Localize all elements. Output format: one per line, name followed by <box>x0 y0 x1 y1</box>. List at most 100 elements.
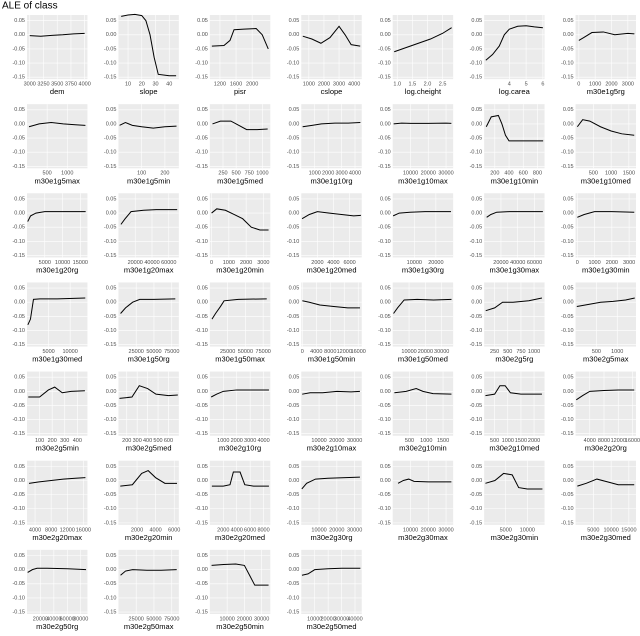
y-tick-label: 0.05 <box>563 375 574 381</box>
y-tick-label: 0.05 <box>289 107 300 113</box>
panel-background <box>301 371 362 436</box>
y-tick-label: 0.05 <box>14 553 25 559</box>
y-tick-label: 0.00 <box>471 32 482 38</box>
panel-background <box>484 371 545 436</box>
panel-background <box>484 104 545 169</box>
y-tick-label: -0.10 <box>378 239 391 245</box>
x-tick-label: 30000 <box>334 616 349 622</box>
y-tick-label: -0.15 <box>12 75 25 81</box>
y-tick-label: -0.15 <box>470 520 483 526</box>
y-tick-label: -0.15 <box>470 431 483 437</box>
x-tick-label: 800 <box>533 171 542 177</box>
x-tick-label: 4 <box>508 82 511 88</box>
y-tick-label: -0.15 <box>378 431 391 437</box>
x-tick-label: 750 <box>516 349 525 355</box>
y-tick-label: -0.10 <box>378 328 391 334</box>
x-tick-label: 4000 <box>584 438 596 444</box>
x-tick-label: 250 <box>218 171 227 177</box>
y-tick-label: -0.05 <box>378 225 391 231</box>
x-tick-label: 4000 <box>348 82 360 88</box>
ale-line <box>485 25 543 61</box>
y-tick-label: -0.10 <box>561 150 574 156</box>
x-tick-label: 20000 <box>421 527 436 533</box>
y-tick-label: -0.05 <box>287 314 300 320</box>
y-tick-label: -0.05 <box>561 492 574 498</box>
x-tick-label: 3000 <box>623 260 635 266</box>
y-tick-label: -0.05 <box>470 136 483 142</box>
y-tick-label: -0.15 <box>195 431 208 437</box>
x-tick-label: 4000 <box>149 527 161 533</box>
y-tick-label: 0.00 <box>563 389 574 395</box>
y-tick-label: 0.05 <box>106 107 117 113</box>
x-axis-label: m30e1g5max <box>34 176 80 185</box>
x-axis-label: m30e1g10max <box>398 176 448 185</box>
y-tick-label: -0.10 <box>12 60 25 66</box>
x-tick-label: 75000 <box>164 616 179 622</box>
x-tick-label: 15000 <box>73 260 88 266</box>
x-tick-label: 5 <box>525 82 528 88</box>
y-tick-label: -0.15 <box>470 253 483 259</box>
panel-background <box>392 193 454 258</box>
x-tick-label: 60000 <box>161 260 176 266</box>
y-tick-label: 0.05 <box>471 375 482 381</box>
y-tick-label: -0.10 <box>104 239 117 245</box>
x-axis-label: m30e2g30max <box>398 533 448 542</box>
y-tick-label: -0.05 <box>12 314 25 320</box>
x-axis-label: m30e1g50rg <box>128 355 170 364</box>
y-tick-label: 0.05 <box>471 18 482 24</box>
y-tick-label: 0.00 <box>14 478 25 484</box>
y-tick-label: 0.05 <box>197 286 208 292</box>
x-axis-label: m30e2g30med <box>581 533 631 542</box>
panel-background <box>575 282 636 347</box>
x-tick-label: 4000 <box>310 349 322 355</box>
y-tick-label: -0.10 <box>195 60 208 66</box>
panel-background <box>392 15 454 80</box>
y-tick-label: -0.05 <box>195 403 208 409</box>
y-tick-label: -0.05 <box>195 46 208 52</box>
x-tick-label: 20000 <box>33 616 48 622</box>
x-tick-label: 20000 <box>428 260 443 266</box>
x-axis-label: m30e1g5rg <box>587 87 625 96</box>
x-tick-label: 3000 <box>257 260 269 266</box>
x-axis-label: m30e2g5med <box>126 444 172 453</box>
x-tick-label: 30000 <box>347 527 362 533</box>
y-tick-label: -0.05 <box>287 403 300 409</box>
x-tick-label: 2000 <box>606 260 618 266</box>
y-tick-label: 0.05 <box>14 18 25 24</box>
x-axis-label: m30e1g20rg <box>36 265 78 274</box>
x-tick-label: 30000 <box>347 438 362 444</box>
y-tick-label: 0.00 <box>380 300 391 306</box>
y-tick-label: -0.10 <box>195 150 208 156</box>
y-tick-label: -0.10 <box>12 506 25 512</box>
y-tick-label: 0.00 <box>563 478 574 484</box>
y-tick-label: -0.05 <box>470 314 483 320</box>
panel-background <box>118 549 179 614</box>
panel-background <box>575 104 636 169</box>
y-tick-label: 0.00 <box>471 478 482 484</box>
x-tick-label: 1000 <box>223 260 235 266</box>
x-tick-label: 500 <box>490 438 499 444</box>
x-tick-label: 200 <box>490 171 499 177</box>
x-tick-label: 300 <box>60 438 69 444</box>
y-tick-label: -0.05 <box>561 46 574 52</box>
x-tick-label: 25000 <box>129 616 144 622</box>
y-tick-label: -0.10 <box>104 417 117 423</box>
y-tick-label: 0.05 <box>380 375 391 381</box>
y-tick-label: -0.10 <box>287 595 300 601</box>
y-tick-label: -0.10 <box>12 595 25 601</box>
y-tick-label: -0.15 <box>12 253 25 259</box>
panel-background <box>27 460 88 525</box>
x-tick-label: 400 <box>504 171 513 177</box>
x-tick-label: 4000 <box>257 438 269 444</box>
y-tick-label: 0.00 <box>14 121 25 127</box>
ale-line <box>119 385 178 399</box>
x-tick-label: 10000 <box>311 527 326 533</box>
x-tick-label: 3750 <box>65 82 77 88</box>
x-axis-label: m30e1g50max <box>215 355 265 364</box>
x-tick-label: 1600 <box>230 82 242 88</box>
x-axis-label: cslope <box>321 87 343 96</box>
y-tick-label: 0.00 <box>471 389 482 395</box>
x-tick-label: 2000 <box>311 260 323 266</box>
x-axis-label: m30e2g10rg <box>219 444 261 453</box>
y-tick-label: 0.05 <box>563 107 574 113</box>
